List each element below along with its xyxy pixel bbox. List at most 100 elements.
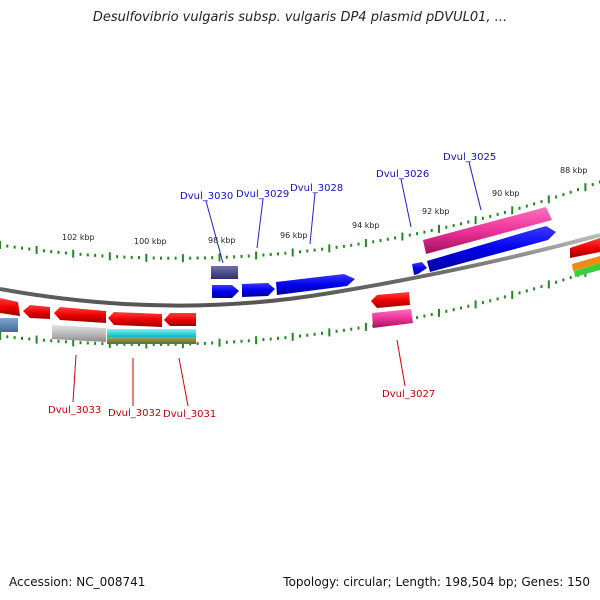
inner-ruler-minor-tick — [86, 341, 89, 345]
outer-ruler-major-tick — [181, 254, 184, 263]
inner-ruler-minor-tick — [299, 334, 301, 338]
inner-ruler-minor-tick — [174, 342, 177, 346]
gene-feature-steel-edge[interactable] — [0, 318, 18, 332]
gene-arrow-dvul-3029[interactable] — [242, 283, 275, 297]
gene-label-dvul-3025[interactable]: Dvul_3025 — [443, 152, 496, 163]
ruler-label-88: 88 kbp — [560, 166, 588, 175]
outer-ruler-minor-tick — [416, 232, 419, 236]
gene-label-dvul-3033[interactable]: Dvul_3033 — [48, 405, 101, 416]
outer-ruler-minor-tick — [562, 193, 565, 197]
outer-ruler-major-tick — [0, 241, 1, 249]
outer-ruler-minor-tick — [408, 233, 411, 237]
inner-ruler-minor-tick — [160, 343, 162, 346]
outer-ruler-major-tick — [364, 239, 367, 247]
outer-ruler-minor-tick — [233, 255, 236, 259]
inner-ruler-minor-tick — [496, 297, 499, 301]
inner-ruler-major-tick — [145, 340, 148, 349]
inner-ruler-minor-tick — [247, 339, 250, 343]
gene-arrow-reverse[interactable] — [23, 305, 50, 319]
genome-backbone — [0, 233, 600, 308]
outer-ruler-minor-tick — [50, 250, 53, 254]
inner-ruler-minor-tick — [423, 314, 426, 318]
gene-feature-green-edge[interactable] — [574, 263, 600, 277]
outer-ruler-minor-tick — [460, 222, 462, 226]
outer-ruler-minor-tick — [189, 256, 192, 260]
outer-ruler-minor-tick — [152, 256, 155, 260]
outer-ruler-minor-tick — [555, 195, 558, 199]
inner-ruler-minor-tick — [489, 299, 492, 303]
inner-ruler-minor-tick — [138, 343, 140, 346]
inner-ruler-minor-tick — [233, 340, 236, 344]
outer-ruler-minor-tick — [452, 224, 455, 228]
gene-arrow-dvul-3028[interactable] — [276, 274, 355, 295]
outer-ruler-minor-tick — [269, 253, 272, 256]
gene-label-dvul-3031[interactable]: Dvul_3031 — [163, 409, 216, 420]
inner-ruler-minor-tick — [21, 336, 23, 340]
inner-ruler-minor-tick — [6, 335, 9, 339]
gene-arrow-dvul-3025-cds[interactable] — [427, 226, 556, 272]
gene-label-dvul-3027[interactable]: Dvul_3027 — [382, 389, 435, 400]
outer-ruler-major-tick — [438, 224, 440, 233]
gene-label-dvul-3028[interactable]: Dvul_3028 — [290, 183, 343, 194]
inner-ruler-minor-tick — [284, 336, 287, 340]
inner-ruler-minor-tick — [525, 289, 528, 293]
gene-feature-cyan[interactable] — [107, 329, 196, 337]
gene-arrow-forward[interactable] — [212, 285, 239, 298]
outer-ruler-minor-tick — [284, 251, 287, 255]
inner-ruler-minor-tick — [123, 342, 126, 346]
gene-label-dvul-3030[interactable]: Dvul_3030 — [180, 191, 233, 202]
outer-ruler-minor-tick — [540, 200, 543, 204]
outer-ruler-minor-tick — [240, 254, 243, 258]
outer-ruler-minor-tick — [313, 248, 316, 252]
gene-arrow-dvul-3031[interactable] — [164, 313, 196, 326]
gene-arrow-left-edge[interactable] — [0, 298, 20, 316]
inner-ruler-minor-tick — [416, 316, 419, 320]
outer-ruler-minor-tick — [277, 252, 279, 256]
gene-label-dvul-3026[interactable]: Dvul_3026 — [376, 169, 429, 180]
gene-arrow-dvul-3026[interactable] — [412, 262, 427, 275]
inner-ruler-minor-tick — [503, 295, 506, 299]
outer-ruler-major-tick — [145, 253, 148, 262]
inner-ruler-minor-tick — [518, 291, 521, 295]
inner-ruler-major-tick — [328, 328, 331, 337]
inner-ruler-minor-tick — [357, 326, 360, 330]
outer-ruler-minor-tick — [386, 237, 389, 241]
outer-ruler-major-tick — [547, 195, 550, 204]
outer-ruler-minor-tick — [21, 246, 23, 250]
gene-label-dvul-3029[interactable]: Dvul_3029 — [236, 189, 289, 200]
outer-ruler-minor-tick — [496, 212, 499, 216]
inner-ruler-major-tick — [291, 332, 294, 341]
ruler-label-92: 92 kbp — [422, 207, 450, 216]
outer-ruler-minor-tick — [130, 255, 133, 259]
outer-ruler-major-tick — [255, 251, 258, 260]
inner-ruler-major-tick — [511, 290, 514, 299]
outer-ruler-major-tick — [291, 248, 294, 257]
outer-ruler-minor-tick — [481, 216, 484, 220]
outer-ruler-minor-tick — [86, 253, 89, 257]
inner-ruler-minor-tick — [445, 309, 448, 313]
outer-ruler-minor-tick — [94, 253, 97, 257]
inner-ruler-minor-tick — [152, 343, 155, 346]
outer-ruler — [0, 180, 600, 263]
gene-arrow-dvul-3033[interactable] — [54, 307, 106, 323]
gene-arrow-dvul-3032[interactable] — [108, 312, 162, 327]
ruler-label-90: 90 kbp — [492, 189, 520, 198]
inner-ruler-minor-tick — [277, 336, 279, 340]
gene-feature-dvul-3027[interactable] — [372, 309, 413, 328]
inner-ruler-minor-tick — [569, 276, 572, 280]
outer-ruler-minor-tick — [372, 240, 375, 244]
gene-arrow-dvul-3027[interactable] — [371, 292, 410, 308]
gene-arrow-right-edge[interactable] — [570, 238, 600, 258]
outer-ruler-minor-tick — [445, 225, 448, 229]
inner-ruler-minor-tick — [79, 341, 82, 345]
gene-label-dvul-3032[interactable]: Dvul_3032 — [108, 408, 161, 419]
gene-feature-gray[interactable] — [52, 325, 106, 342]
outer-ruler-minor-tick — [203, 256, 206, 260]
gene-feature-orange-edge[interactable] — [572, 256, 600, 271]
gene-feature-dvul-3030[interactable] — [211, 266, 238, 279]
outer-ruler-minor-tick — [64, 251, 67, 255]
gene-feature-dvul-3025[interactable] — [423, 207, 552, 254]
outer-ruler-minor-tick — [518, 206, 521, 210]
outer-ruler-minor-tick — [299, 250, 301, 254]
gene-feature-olive[interactable] — [107, 337, 196, 344]
